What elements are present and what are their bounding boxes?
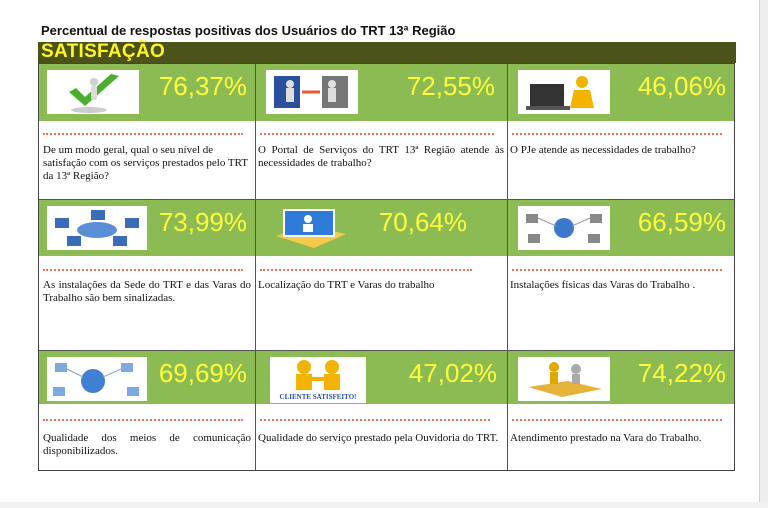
network-computers-icon bbox=[47, 206, 147, 250]
card-7-percent: 69,69% bbox=[158, 358, 247, 388]
section-label: SATISFAÇÃO bbox=[41, 41, 166, 62]
card-9-dotted-rule bbox=[512, 419, 722, 421]
card-6-header: 66,59% bbox=[508, 200, 734, 256]
grid-divider bbox=[39, 350, 734, 351]
card-4-percent: 73,99% bbox=[158, 207, 247, 237]
card-9-header: 74,22% bbox=[508, 351, 734, 404]
card-3-question: O PJe atende as necessidades de trabalho… bbox=[510, 144, 696, 156]
card-6-dotted-rule bbox=[512, 269, 722, 271]
laptop-person-icon bbox=[518, 70, 610, 114]
results-grid: 76,37% De um modo geral, qual o seu níve… bbox=[38, 63, 735, 471]
puzzle-people-icon bbox=[518, 357, 610, 401]
card-1-header: 76,37% bbox=[39, 64, 255, 121]
card-6-question: Instalações físicas das Varas do Trabalh… bbox=[510, 279, 696, 291]
card-2-question: O Portal de Serviços do TRT 13ª Região a… bbox=[258, 144, 504, 169]
card-3-dotted-rule bbox=[512, 133, 722, 135]
page-bottom-edge bbox=[0, 502, 768, 508]
card-5-percent: 70,64% bbox=[378, 207, 467, 237]
card-6-percent: 66,59% bbox=[637, 207, 726, 237]
card-5-header: 70,64% bbox=[256, 200, 507, 256]
portal-door-icon bbox=[266, 70, 358, 114]
section-header: SATISFAÇÃO bbox=[38, 41, 736, 63]
grid-divider bbox=[507, 64, 508, 470]
card-8-header: CLIENTE SATISFEITO! 47,02% bbox=[256, 351, 507, 404]
card-1-percent: 76,37% bbox=[158, 71, 247, 101]
card-7-header: 69,69% bbox=[39, 351, 255, 404]
card-1-question: De um modo geral, qual o seu nível de sa… bbox=[43, 144, 248, 182]
card-4-header: 73,99% bbox=[39, 200, 255, 256]
card-2-header: 72,55% bbox=[256, 64, 507, 121]
page-right-edge bbox=[759, 0, 768, 508]
card-5-dotted-rule bbox=[260, 269, 472, 271]
page-title: Percentual de respostas positivas dos Us… bbox=[41, 23, 456, 38]
card-7-dotted-rule bbox=[43, 419, 243, 421]
card-2-percent: 72,55% bbox=[406, 71, 495, 101]
card-8-question: Qualidade do serviço prestado pela Ouvid… bbox=[258, 432, 499, 444]
card-9-percent: 74,22% bbox=[637, 358, 726, 388]
card-4-question: As instalações da Sede do TRT e das Vara… bbox=[43, 279, 251, 304]
card-3-header: 46,06% bbox=[508, 64, 734, 121]
card-8-percent: 47,02% bbox=[408, 358, 497, 388]
card-7-question: Qualidade dos meios de comunicação dispo… bbox=[43, 432, 251, 457]
checkmark-person-icon bbox=[47, 70, 139, 114]
card-5-question: Localização do TRT e Varas do trabalho bbox=[258, 279, 435, 291]
card-9-question: Atendimento prestado na Vara do Trabalho… bbox=[510, 432, 702, 444]
card-1-dotted-rule bbox=[43, 133, 243, 135]
communication-network-icon bbox=[47, 357, 147, 401]
card-4-dotted-rule bbox=[43, 269, 243, 271]
network-globe-icon bbox=[518, 206, 610, 250]
grid-divider bbox=[39, 199, 734, 200]
card-8-dotted-rule bbox=[260, 419, 490, 421]
map-pin-icon bbox=[268, 206, 352, 250]
grid-divider bbox=[255, 64, 256, 470]
card-2-dotted-rule bbox=[260, 133, 494, 135]
client-satisfied-caption: CLIENTE SATISFEITO! bbox=[279, 393, 357, 401]
card-3-percent: 46,06% bbox=[637, 71, 726, 101]
client-satisfied-icon: CLIENTE SATISFEITO! bbox=[270, 357, 366, 403]
